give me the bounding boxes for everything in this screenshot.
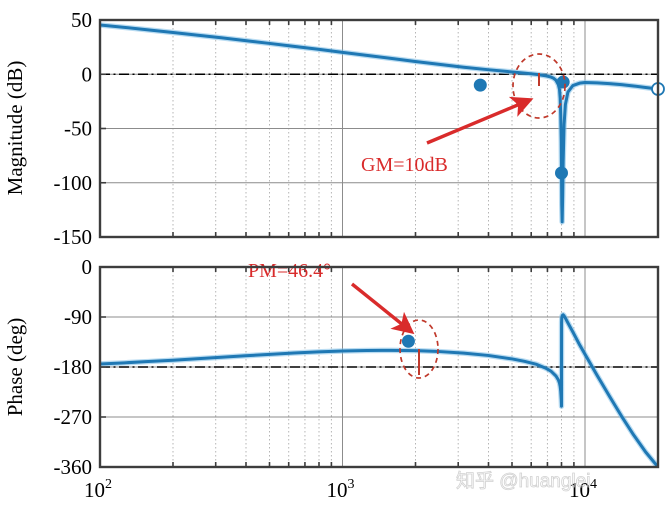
xtick-2: 104 (569, 477, 597, 502)
phase-axis-title: Phase (deg) (3, 318, 27, 417)
magnitude-y-tick-labels: 50 0 -50 -100 -150 (54, 8, 106, 249)
phase-margin-callout: PM=46.4° (248, 260, 439, 379)
notch-upper-marker (556, 75, 570, 89)
phase-ytick-3: -270 (54, 405, 93, 429)
xtick-0: 102 (84, 477, 112, 502)
watermark: 知乎 @huanglei (456, 470, 590, 492)
gain-margin-callout: GM=10dB (361, 53, 566, 176)
phase-ytick-0: 0 (82, 255, 93, 279)
phase-y-tick-labels: 0 -90 -180 -270 -360 (54, 255, 106, 479)
gain-margin-arrow (426, 96, 534, 145)
phase-ytick-4: -360 (54, 455, 93, 479)
phase-markers (401, 334, 415, 348)
magnitude-curve (100, 23, 658, 224)
phase-margin-marker (401, 334, 415, 348)
magnitude-ytick-4: -150 (54, 225, 93, 249)
gain-margin-marker (473, 78, 487, 92)
gain-margin-ellipse (512, 53, 566, 119)
phase-ytick-2: -180 (54, 355, 93, 379)
notch-lower-marker (554, 166, 568, 180)
phase-curve-group (100, 312, 658, 467)
magnitude-curve-group (100, 22, 658, 225)
phase-ytick-1: -90 (64, 305, 92, 329)
magnitude-subplot: GM=10dB 50 0 -50 -100 -150 Magnitude (dB) (3, 8, 665, 249)
magnitude-axis-title: Magnitude (dB) (3, 61, 27, 196)
phase-subplot: PM=46.4° 0 -90 -180 -270 -360 Phase (deg) (3, 255, 660, 479)
phase-curve (100, 313, 658, 467)
magnitude-ytick-0: 50 (71, 8, 92, 32)
gain-margin-label: GM=10dB (361, 154, 448, 176)
magnitude-ytick-1: 0 (82, 62, 93, 86)
phase-margin-arrow (350, 282, 415, 335)
xtick-1: 103 (327, 477, 355, 502)
magnitude-ytick-2: -50 (64, 117, 92, 141)
x-axis-tick-labels: 102 103 104 (84, 477, 597, 502)
phase-margin-ellipse (399, 319, 439, 379)
phase-margin-label: PM=46.4° (248, 260, 331, 282)
magnitude-ytick-3: -100 (54, 171, 93, 195)
